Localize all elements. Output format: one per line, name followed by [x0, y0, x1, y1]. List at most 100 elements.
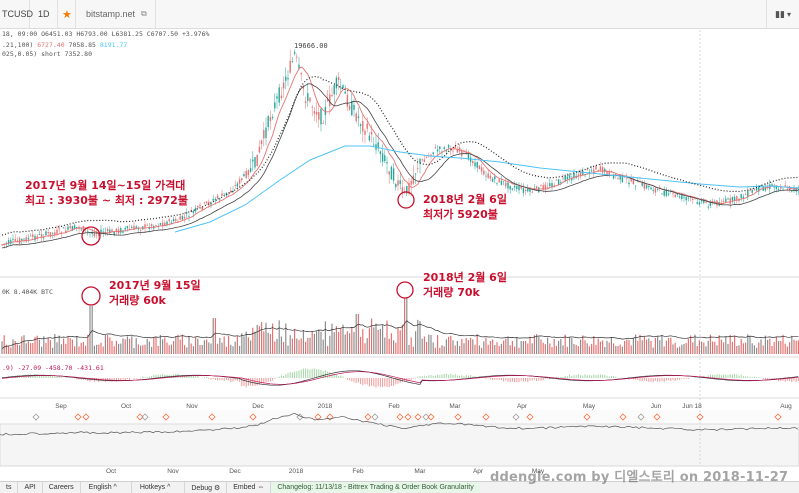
- event-marker[interactable]: [414, 413, 422, 421]
- event-marker[interactable]: [82, 413, 90, 421]
- sep-volume-annotation: 2017년 9월 15일 거래량 60k: [109, 278, 201, 308]
- volume-bar: [654, 338, 656, 354]
- event-marker[interactable]: [296, 413, 304, 421]
- macd-bar: [234, 378, 236, 381]
- volume-bar: [164, 337, 166, 354]
- volume-bar: [247, 337, 249, 354]
- event-marker[interactable]: [653, 413, 661, 421]
- candle: [551, 179, 553, 191]
- macd-bar: [305, 368, 307, 378]
- event-marker[interactable]: [208, 413, 216, 421]
- volume-bar: [129, 338, 131, 354]
- volume-bar: [727, 343, 729, 354]
- volume-bar: [714, 341, 716, 354]
- event-marker[interactable]: [637, 413, 645, 421]
- event-marker[interactable]: [371, 413, 379, 421]
- volume-bar: [584, 340, 586, 354]
- candle: [522, 183, 525, 197]
- event-marker[interactable]: [583, 413, 591, 421]
- candle: [194, 204, 197, 215]
- footer-item-api[interactable]: API: [18, 481, 43, 493]
- candle: [260, 139, 263, 150]
- volume-bar: [573, 343, 575, 354]
- event-marker[interactable]: [136, 413, 144, 421]
- volume-bar: [113, 346, 115, 354]
- price-chart-canvas[interactable]: 19666.00 Sep Oct Nov Dec 2018 Feb Mar Apr May Jun…: [0, 29, 799, 481]
- navigator-pane[interactable]: [0, 423, 799, 467]
- volume-bar: [148, 341, 150, 354]
- macd-bar: [181, 375, 183, 378]
- footer-item-ts[interactable]: ts: [0, 481, 19, 493]
- event-marker[interactable]: [526, 413, 534, 421]
- event-marker[interactable]: [32, 413, 40, 421]
- event-marker[interactable]: [454, 413, 462, 421]
- interval-selector[interactable]: 1D: [30, 0, 58, 29]
- source-link[interactable]: bitstamp.net ⧉: [76, 0, 156, 29]
- event-marker[interactable]: [774, 413, 782, 421]
- event-marker[interactable]: [326, 413, 334, 421]
- volume-bar: [177, 334, 179, 354]
- event-marker[interactable]: [482, 413, 490, 421]
- chart-menu-button[interactable]: ▮▮ ▾: [766, 0, 799, 29]
- symbol-search[interactable]: TCUSD: [0, 0, 33, 29]
- event-marker[interactable]: [512, 413, 520, 421]
- macd-bar: [250, 378, 252, 386]
- volume-bar: [263, 331, 265, 354]
- event-marker[interactable]: [162, 413, 170, 421]
- volume-bar: [670, 337, 672, 354]
- changelog-link[interactable]: Changelog: 11/13/18 - Bittrex Trading & …: [271, 481, 480, 493]
- candle: [687, 196, 690, 202]
- macd-bar: [494, 378, 496, 380]
- candle: [271, 114, 274, 121]
- star-icon[interactable]: ★: [58, 0, 76, 29]
- candle: [131, 224, 133, 229]
- candle: [115, 227, 118, 236]
- event-marker[interactable]: [74, 413, 82, 421]
- macd-bar: [162, 373, 164, 378]
- volume-bar: [760, 339, 762, 354]
- event-marker[interactable]: [141, 413, 149, 421]
- volume-bar: [703, 342, 705, 354]
- event-marker[interactable]: [364, 413, 372, 421]
- macd-bar: [778, 378, 780, 382]
- candle: [538, 186, 540, 194]
- footer-item-careers[interactable]: Careers: [43, 481, 81, 493]
- event-marker[interactable]: [696, 413, 704, 421]
- event-marker[interactable]: [249, 413, 257, 421]
- event-marker[interactable]: [404, 413, 412, 421]
- volume-bar: [333, 332, 335, 354]
- short-indicator-legend: 025,0.05) short 7352.80: [2, 50, 93, 58]
- event-marker[interactable]: [427, 413, 435, 421]
- volume-bar: [608, 342, 610, 354]
- volume-bar: [49, 339, 51, 354]
- volume-bar: [643, 336, 645, 354]
- volume-bar: [606, 340, 608, 354]
- event-marker[interactable]: [619, 413, 627, 421]
- short-indicator-dots: [1, 75, 799, 236]
- candle: [665, 187, 668, 198]
- event-marker[interactable]: [396, 413, 404, 421]
- candle: [335, 75, 338, 96]
- volume-bar: [109, 337, 111, 354]
- volume-bar: [566, 346, 568, 354]
- macd-bar: [780, 378, 782, 382]
- macd-bar: [430, 375, 432, 378]
- macd-bar: [351, 378, 353, 382]
- volume-bar: [789, 342, 791, 354]
- volume-bar: [377, 329, 379, 354]
- embed-button[interactable]: Embed ⇔: [227, 481, 272, 493]
- debug-button[interactable]: Debug ⚙: [185, 481, 228, 493]
- candle: [164, 220, 166, 227]
- event-marker[interactable]: [422, 413, 430, 421]
- event-marker[interactable]: [314, 413, 322, 421]
- time-axis-lower-label: Oct: [106, 468, 116, 475]
- macd-bar: [496, 378, 498, 380]
- volume-bar: [291, 338, 293, 354]
- volume-bar: [687, 338, 689, 354]
- volume-bar: [683, 343, 685, 354]
- volume-bar: [661, 334, 663, 354]
- language-selector[interactable]: English ^: [81, 481, 132, 493]
- volume-bar: [784, 343, 786, 354]
- macd-bar: [335, 374, 337, 378]
- hotkeys-button[interactable]: Hotkeys ^: [132, 481, 186, 493]
